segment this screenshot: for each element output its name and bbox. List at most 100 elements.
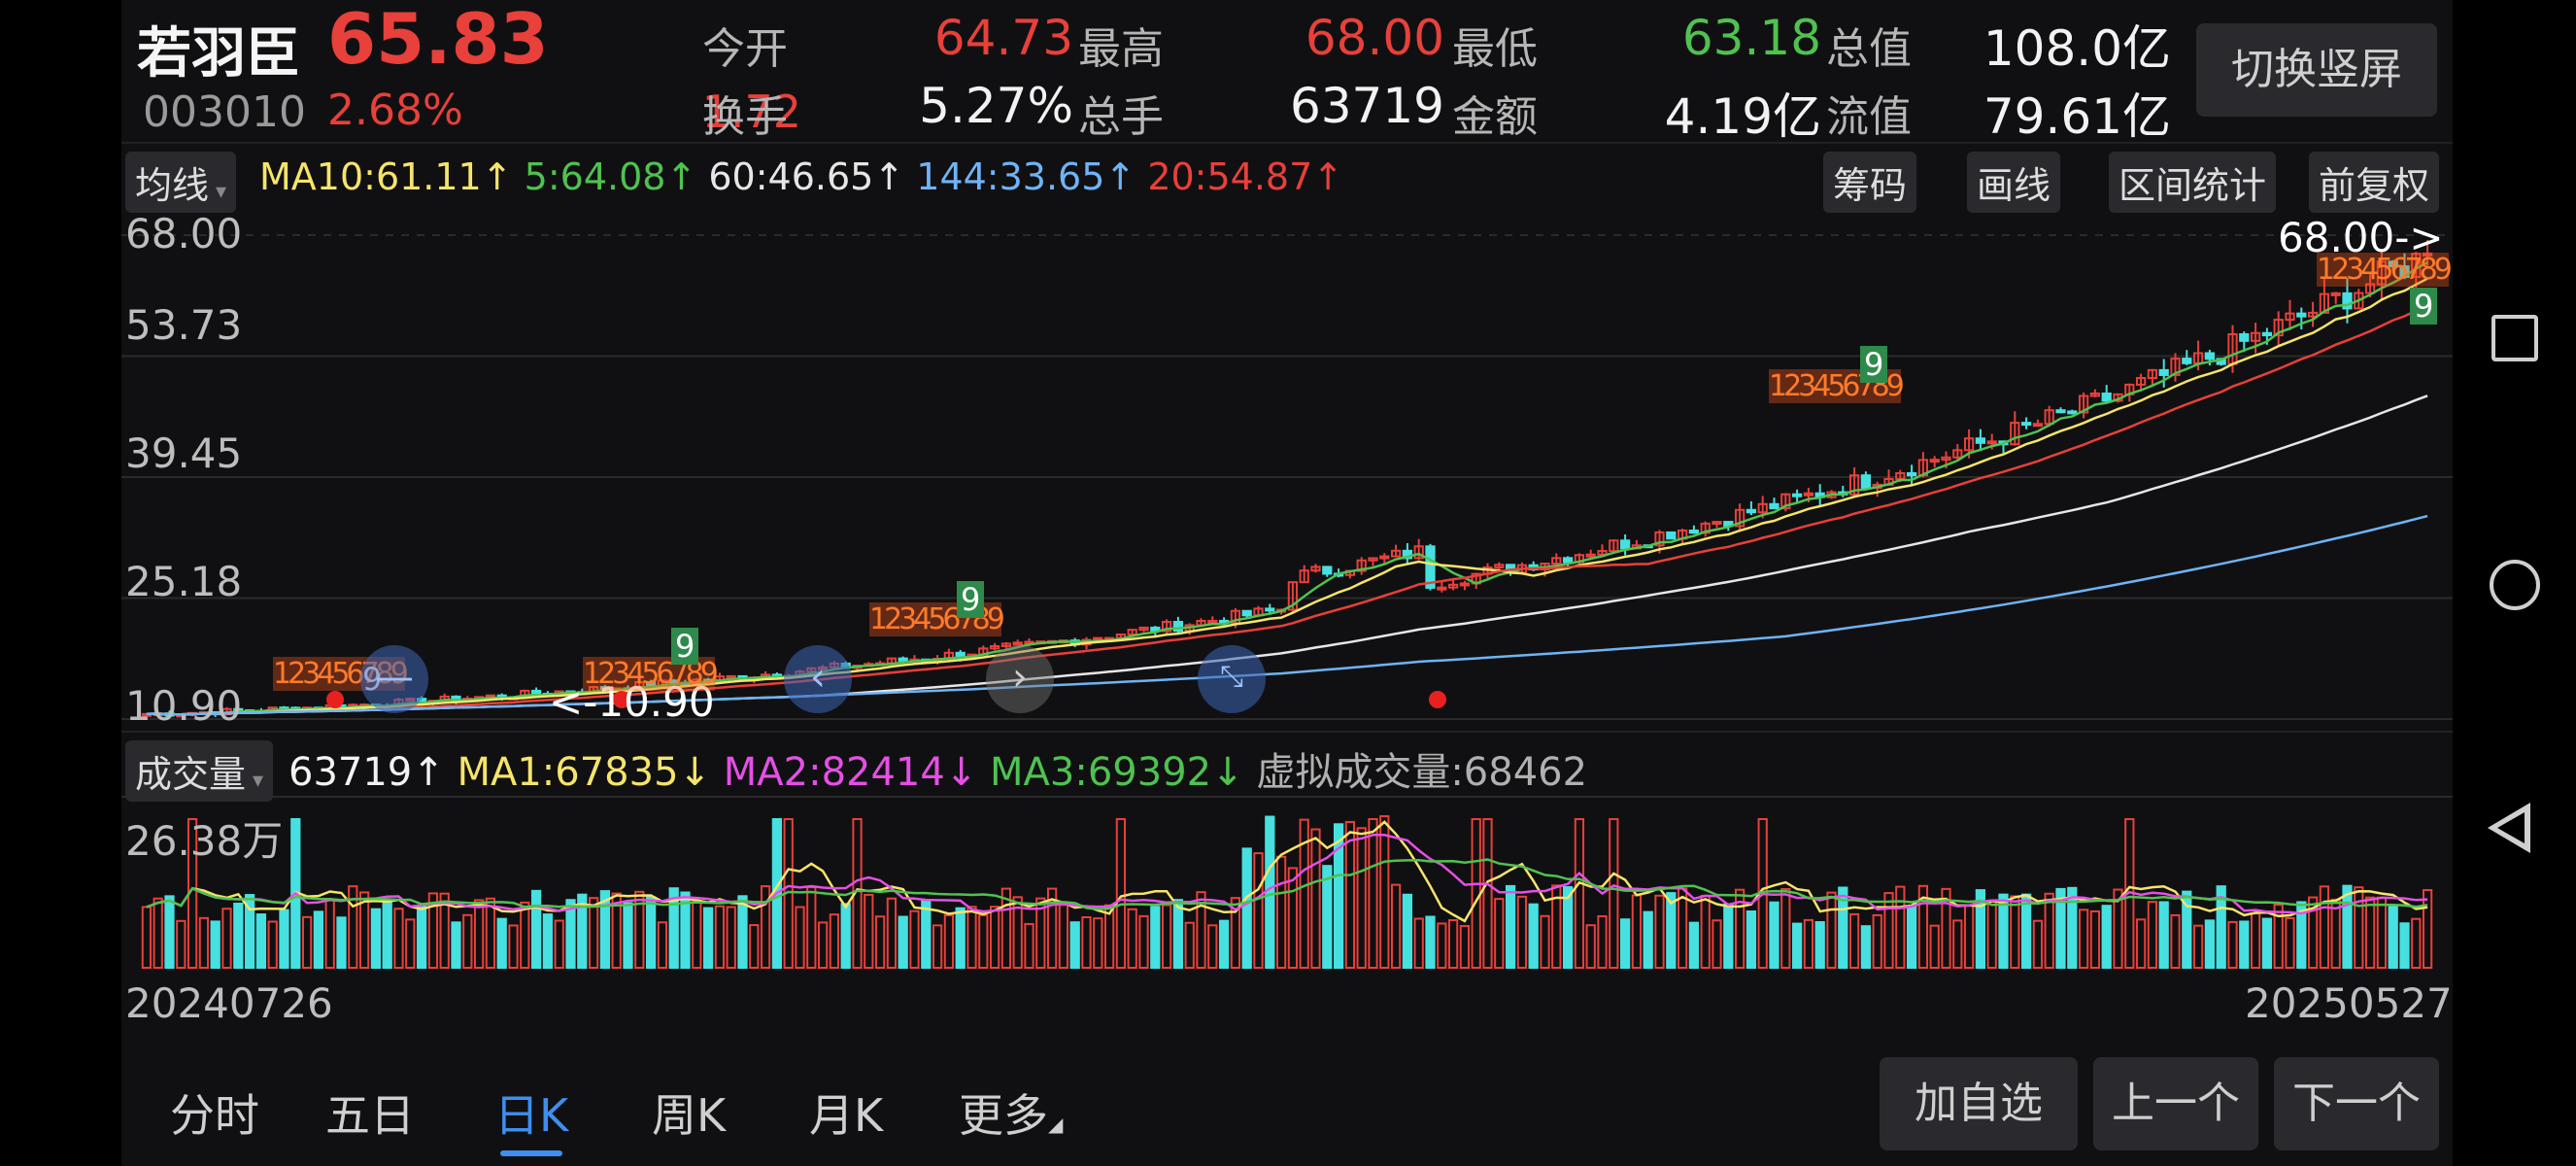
volume-bar [1138,914,1149,969]
volume-bar [405,918,416,970]
volume-bar [1447,918,1459,970]
zoom-out-icon[interactable]: — [360,645,428,713]
home-icon[interactable] [2490,560,2540,610]
candle-body [1780,493,1791,510]
price-axis-tick: 10.90 [125,682,243,730]
volume-bar [473,899,485,969]
quote-label-amount: 金额 [1452,92,1538,142]
candle-body [1322,566,1333,575]
candle-body [1356,559,1367,572]
volume-current: 63719↑ [288,750,445,795]
volume-bar [1161,904,1172,969]
next-stock-button[interactable]: 下一个 [2274,1057,2439,1150]
volume-bar [1769,901,1779,969]
chip-distribution-button[interactable]: 筹码 [1823,152,1917,213]
volume-bar [358,891,370,969]
volume-bar [2307,896,2319,969]
quote-value-turnover: 5.27% [919,78,1073,134]
candle-body [1138,626,1149,632]
back-icon-inner [2497,812,2525,843]
volume-bar [2135,918,2147,969]
candle-body [1769,502,1779,510]
volume-bar [1609,818,1619,969]
volume-bar [1437,922,1447,969]
volume-bar [1333,823,1344,970]
volume-bar [955,907,966,970]
chevron-down-icon: ▾ [246,769,264,793]
volume-bar [530,889,542,969]
volume-bar [1883,892,1894,969]
volume-bar [864,893,874,969]
volume-bar [2020,893,2032,969]
candle-body [1619,539,1631,550]
candle-body [2055,409,2066,414]
volume-bar [1516,895,1528,969]
volume-bar [2376,896,2388,969]
volume-bar [439,892,450,969]
volume-bar [210,920,220,969]
previous-stock-button[interactable]: 上一个 [2093,1057,2258,1150]
volume-bar [2330,898,2341,969]
collapse-icon[interactable]: ⤡ [1198,645,1266,713]
ma-selector-dropdown[interactable]: 均线 ▾ [125,152,237,213]
volume-bar [1562,886,1574,969]
volume-bar [1322,865,1333,969]
tab-intraday[interactable]: 分时 [170,1089,259,1142]
volume-bar [1746,910,1757,969]
volume-bar [588,897,599,969]
tab-more-label: 更多 [959,1089,1048,1142]
tab-weekly-k[interactable]: 周K [652,1089,727,1142]
price-chart[interactable] [121,204,2453,729]
candle-body [668,679,679,684]
quote-label-turnover: 换手 [702,92,788,142]
volume-selector-dropdown[interactable]: 成交量 ▾ [125,740,274,802]
stock-change-percent: 2.68% [327,86,463,135]
volume-bar [164,895,175,969]
scroll-right-icon[interactable]: › [986,645,1054,713]
volume-bar [1666,892,1677,969]
candle-body [1666,531,1677,540]
candle-body [1402,549,1413,560]
volume-bar [1413,917,1424,970]
volume-bar [1597,915,1608,969]
scroll-left-icon[interactable]: ‹ [784,645,852,713]
corner-caret-icon: ◢ [1048,1113,1064,1136]
volume-bar [2364,896,2376,969]
candle-body [989,645,1000,650]
volume-bar [1528,903,1539,969]
candle-body [2285,312,2295,322]
range-stats-button[interactable]: 区间统计 [2109,152,2277,213]
recent-apps-icon[interactable] [2491,315,2538,361]
volume-chart[interactable] [121,795,2453,970]
volume-bar [382,901,392,969]
volume-bar [1275,855,1287,970]
add-watchlist-button[interactable]: 加自选 [1880,1057,2078,1150]
quote-label-high: 最高 [1078,24,1164,74]
volume-bar [2250,912,2261,969]
volume-bar [1998,893,2009,969]
volume-bar [462,913,473,969]
volume-bar [1218,919,1230,969]
volume-bar [279,909,289,969]
tab-daily-k[interactable]: 日K [494,1089,569,1142]
forward-adjust-button[interactable]: 前复权 [2309,152,2440,213]
tab-more[interactable]: 更多◢ [959,1080,1063,1145]
candle-body [1012,641,1023,646]
tab-monthly-k[interactable]: 月K [809,1089,884,1142]
draw-line-button[interactable]: 画线 [1967,152,2061,213]
ma5-value: 5:64.08↑ [524,155,697,198]
candle-body [2089,392,2101,397]
switch-portrait-button[interactable]: 切换竖屏 [2196,23,2437,117]
volume-bar [1172,899,1184,969]
volume-bar [1975,889,1986,969]
volume-bar [1585,924,1596,969]
candle-body [2032,423,2044,428]
candle-body [1597,550,1608,556]
tab-five-day[interactable]: 五日 [325,1089,415,1142]
volume-bar [1035,897,1046,969]
candle-body [1654,531,1665,547]
quote-value-volume: 63719 [1289,78,1444,134]
volume-bar [1929,924,1940,969]
virtual-volume: 虚拟成交量:68462 [1256,750,1588,795]
volume-bar [726,906,736,969]
